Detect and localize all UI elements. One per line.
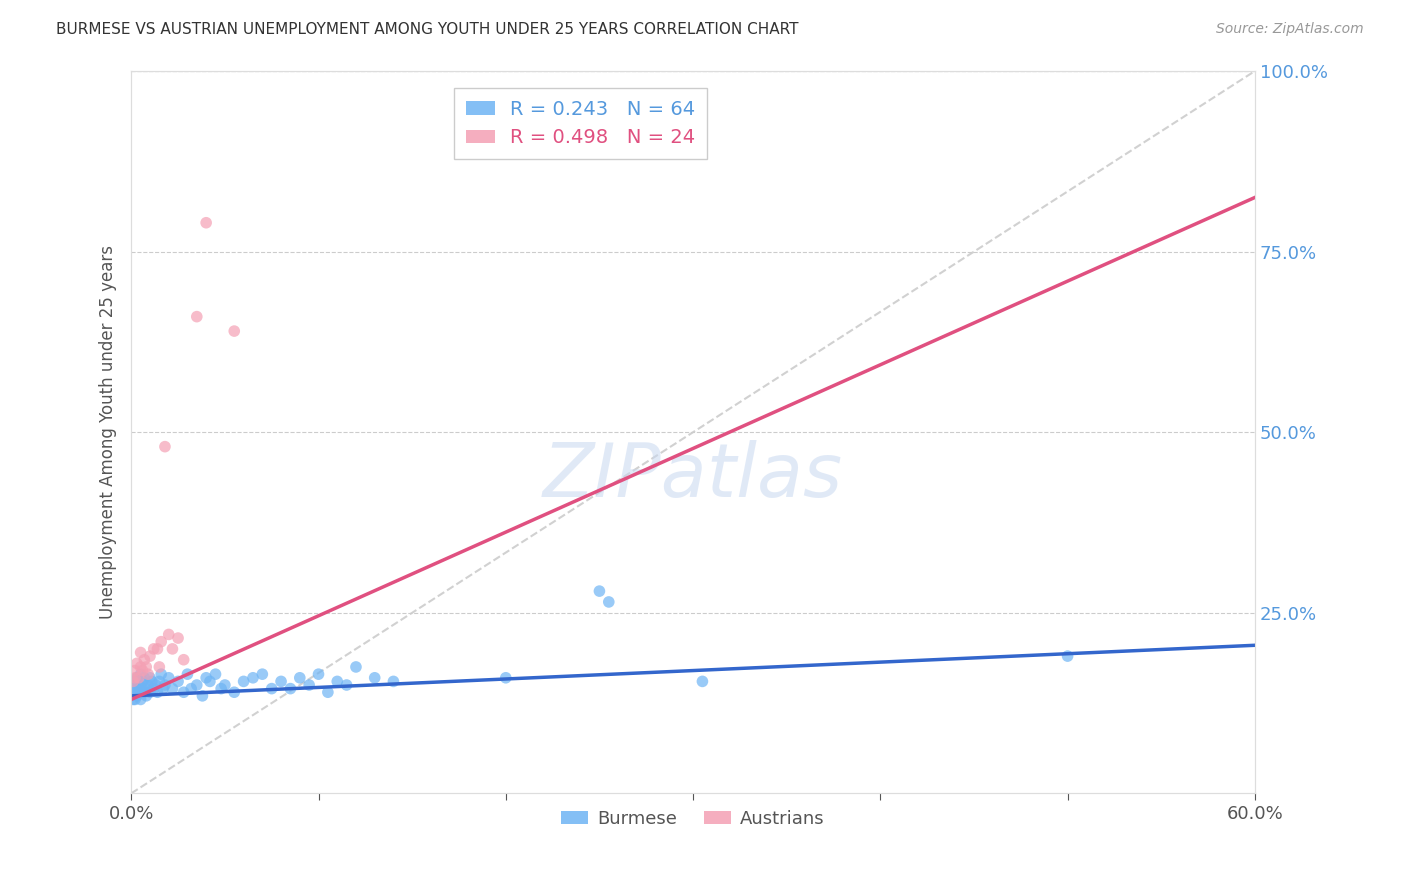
Point xyxy=(128,671,150,685)
Point xyxy=(125,657,148,671)
Text: ZIPatlas: ZIPatlas xyxy=(543,440,844,511)
Text: BURMESE VS AUSTRIAN UNEMPLOYMENT AMONG YOUTH UNDER 25 YEARS CORRELATION CHART: BURMESE VS AUSTRIAN UNEMPLOYMENT AMONG Y… xyxy=(56,22,799,37)
Point xyxy=(150,634,173,648)
Point xyxy=(129,660,152,674)
Point xyxy=(125,671,148,685)
Point xyxy=(128,678,150,692)
Point xyxy=(180,681,202,696)
Point xyxy=(270,674,292,689)
Point xyxy=(242,671,264,685)
Point xyxy=(195,671,218,685)
Point xyxy=(152,681,174,696)
Point xyxy=(139,685,162,699)
Point xyxy=(692,674,714,689)
Point xyxy=(122,674,145,689)
Point xyxy=(128,685,150,699)
Point xyxy=(157,627,180,641)
Point xyxy=(124,664,146,678)
Point xyxy=(141,674,163,689)
Point xyxy=(326,674,349,689)
Y-axis label: Unemployment Among Youth under 25 years: Unemployment Among Youth under 25 years xyxy=(100,245,117,619)
Point xyxy=(150,667,173,681)
Point xyxy=(173,685,195,699)
Point xyxy=(134,653,156,667)
Point xyxy=(316,685,339,699)
Point xyxy=(162,681,184,696)
Point xyxy=(382,674,405,689)
Point xyxy=(252,667,274,681)
Point xyxy=(135,681,157,696)
Point xyxy=(139,671,162,685)
Point xyxy=(124,671,146,685)
Point xyxy=(288,671,311,685)
Point xyxy=(134,671,156,685)
Point xyxy=(142,641,165,656)
Point xyxy=(224,324,246,338)
Point xyxy=(139,649,162,664)
Point xyxy=(1056,649,1078,664)
Point xyxy=(336,678,359,692)
Point xyxy=(198,674,221,689)
Point xyxy=(167,631,190,645)
Point xyxy=(186,678,208,692)
Point xyxy=(176,667,198,681)
Point xyxy=(122,674,145,689)
Point xyxy=(186,310,208,324)
Point xyxy=(125,681,148,696)
Point xyxy=(167,674,190,689)
Point xyxy=(131,674,153,689)
Point xyxy=(142,681,165,696)
Point xyxy=(195,216,218,230)
Point xyxy=(232,674,254,689)
Point xyxy=(146,685,169,699)
Point xyxy=(124,692,146,706)
Point xyxy=(162,641,184,656)
Point xyxy=(260,681,283,696)
Point xyxy=(125,689,148,703)
Point xyxy=(136,667,159,681)
Point xyxy=(298,678,321,692)
Point xyxy=(145,678,167,692)
Point xyxy=(364,671,387,685)
Point xyxy=(344,660,367,674)
Point xyxy=(224,685,246,699)
Point xyxy=(129,667,152,681)
Point xyxy=(173,653,195,667)
Point xyxy=(129,692,152,706)
Point xyxy=(214,678,236,692)
Point xyxy=(122,681,145,696)
Point xyxy=(209,681,232,696)
Point xyxy=(495,671,517,685)
Point xyxy=(588,584,610,599)
Point xyxy=(153,440,176,454)
Point xyxy=(148,674,170,689)
Point xyxy=(308,667,330,681)
Point xyxy=(124,674,146,689)
Point xyxy=(153,678,176,692)
Legend: Burmese, Austrians: Burmese, Austrians xyxy=(554,803,832,835)
Point xyxy=(148,660,170,674)
Point xyxy=(598,595,620,609)
Point xyxy=(146,641,169,656)
Point xyxy=(122,692,145,706)
Point xyxy=(124,685,146,699)
Point xyxy=(131,664,153,678)
Point xyxy=(191,689,214,703)
Point xyxy=(135,660,157,674)
Point xyxy=(280,681,302,696)
Point xyxy=(157,671,180,685)
Point xyxy=(129,646,152,660)
Point xyxy=(204,667,226,681)
Text: Source: ZipAtlas.com: Source: ZipAtlas.com xyxy=(1216,22,1364,37)
Point xyxy=(136,678,159,692)
Point xyxy=(135,689,157,703)
Point xyxy=(134,685,156,699)
Point xyxy=(131,681,153,696)
